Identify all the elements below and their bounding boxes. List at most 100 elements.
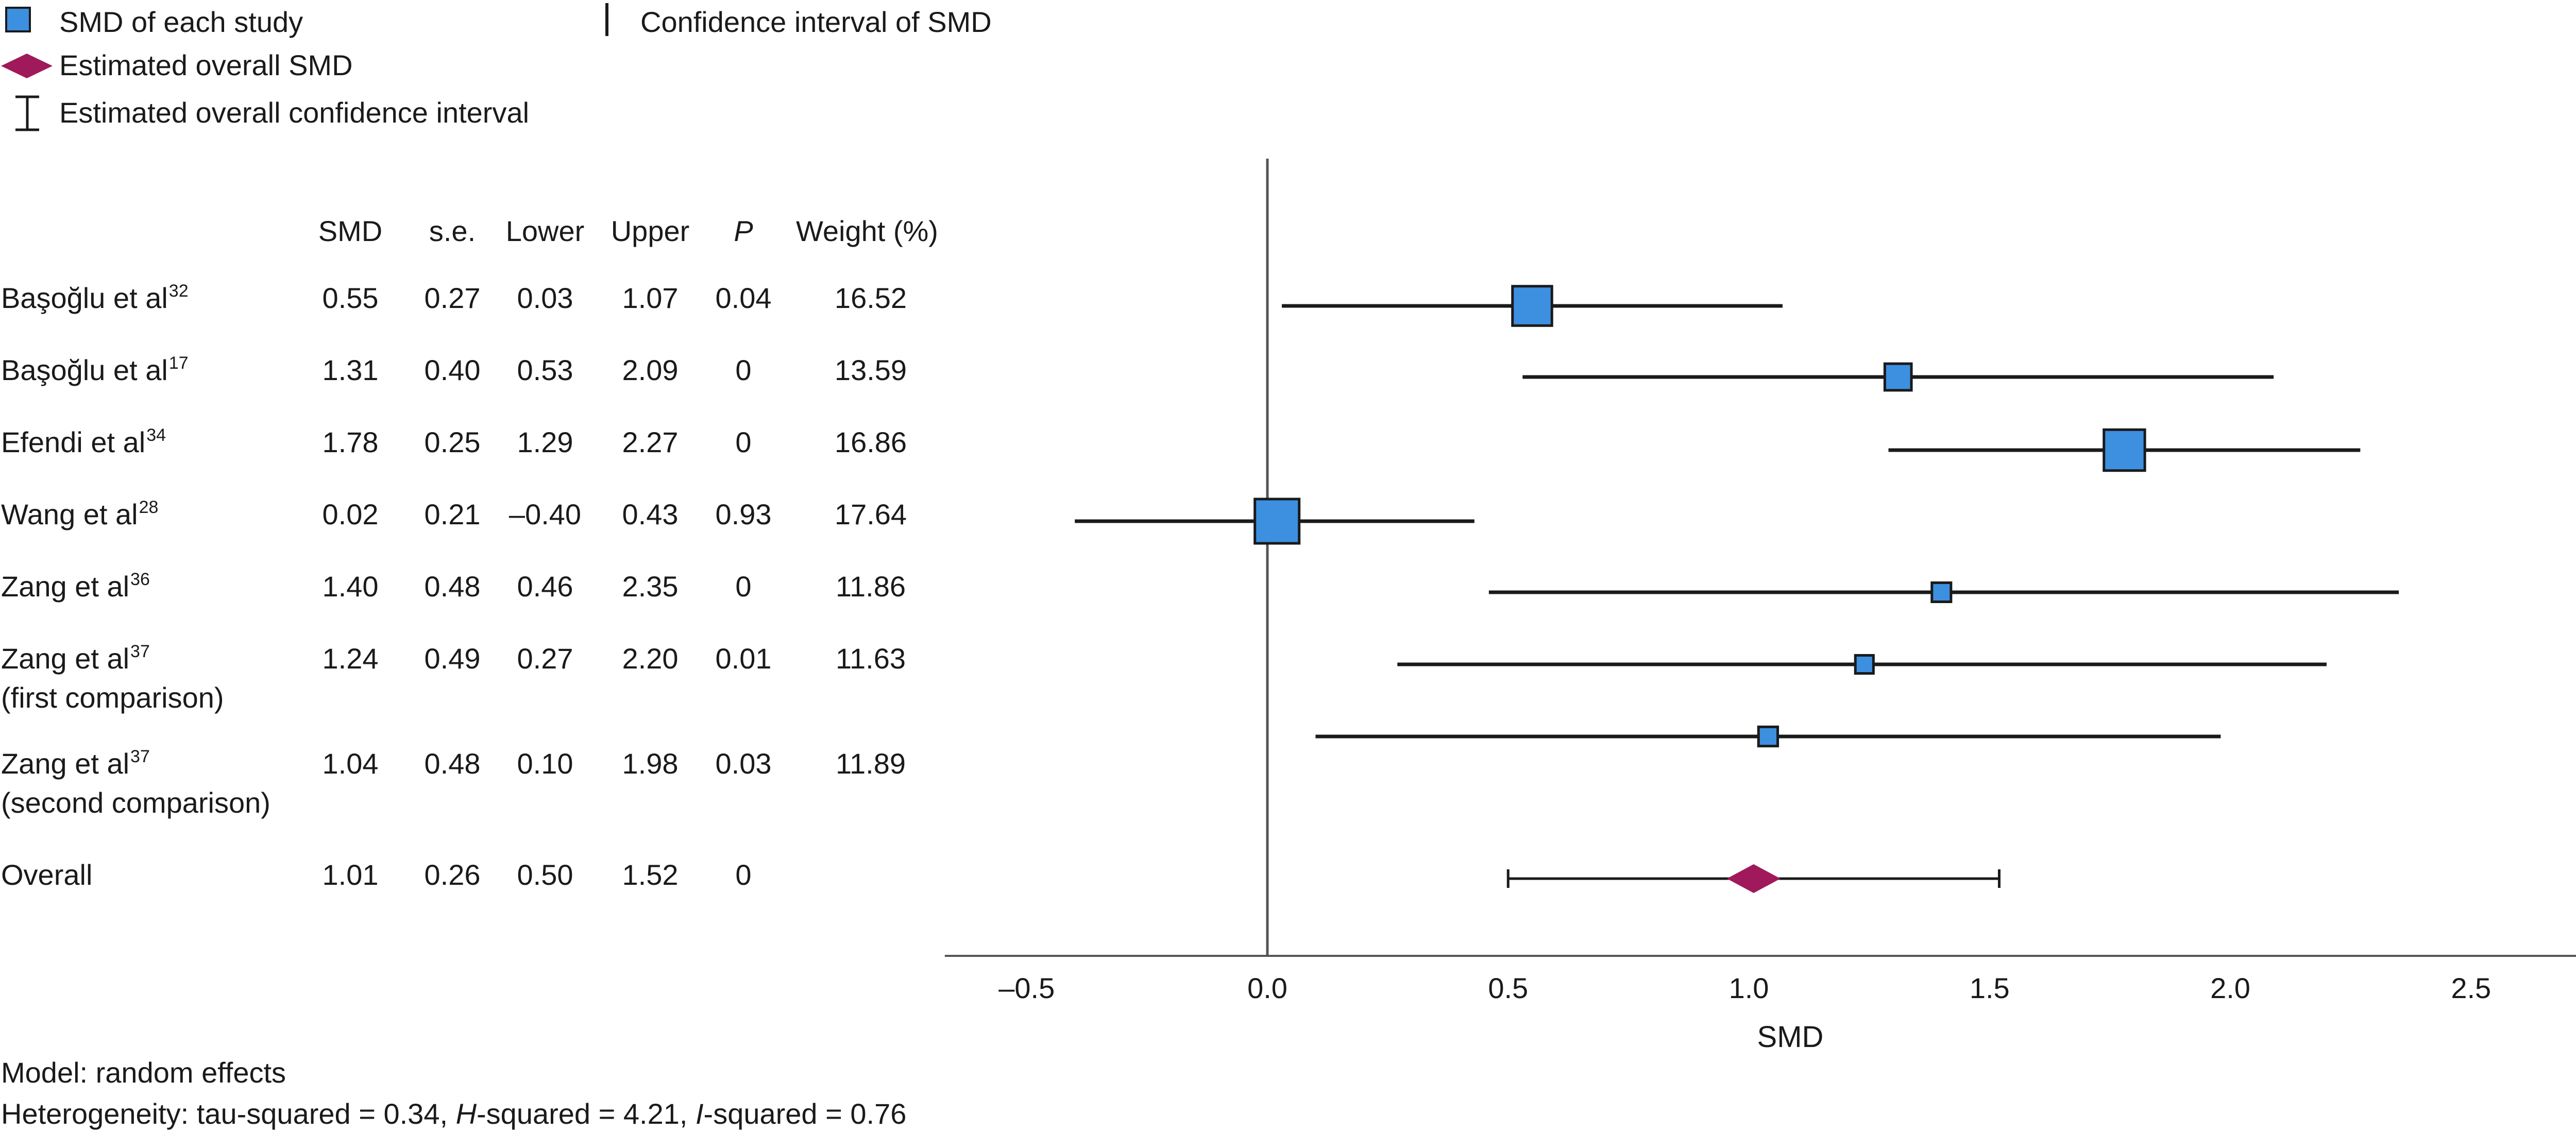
legend-overall-ci-label: Estimated overall confidence interval [59,96,529,129]
cell-lower: 0.03 [517,282,573,314]
overall-row: Overall 1.01 0.26 0.50 1.52 0 [1,859,752,891]
study-ref-sup: 34 [146,425,166,445]
cell-upper: 2.09 [622,354,679,386]
table-row: Zang et al 37 (first comparison) 1.24 0.49 0.… [1,642,906,714]
cell-p: 0.04 [716,282,772,314]
study-ref-sup: 17 [169,353,189,373]
cell-upper: 2.27 [622,426,679,458]
header-weight: Weight (%) [796,215,938,247]
study-mark [1397,654,2327,675]
cell-lower: 0.46 [517,570,573,603]
cell-smd: 1.04 [323,747,379,780]
cell-weight: 11.86 [836,570,906,603]
overall-cell-lower: 0.50 [517,859,573,891]
cell-se: 0.48 [425,570,481,603]
study-name: Efendi et al [1,426,145,458]
legend-ci-label: Confidence interval of SMD [640,6,992,38]
cell-upper: 2.20 [622,642,679,675]
legend-diamond-icon [1,54,53,78]
header-lower: Lower [506,215,585,247]
cell-p: 0 [735,570,751,603]
study-smd-square [1930,581,1953,604]
study-name: Zang et al [1,747,129,780]
cell-se: 0.49 [425,642,481,675]
table-row: Efendi et al 34 1.78 0.25 1.29 2.27 0 16.86 [1,425,907,458]
i-rest: -squared = 0.76 [704,1097,907,1130]
cell-weight: 17.64 [835,498,907,530]
cell-lower: 0.53 [517,354,573,386]
study-name: Zang et al [1,642,129,675]
cell-weight: 16.86 [835,426,907,458]
cell-smd: 1.24 [323,642,379,675]
cell-lower: –0.40 [509,498,581,530]
heterogeneity-note: Heterogeneity: tau-squared = 0.34, H-squ… [1,1097,906,1130]
study-mark [1315,725,2221,748]
cell-upper: 0.43 [622,498,679,530]
legend-square-icon [5,7,31,32]
cell-smd: 1.40 [323,570,379,603]
cell-lower: 1.29 [517,426,573,458]
x-tick-label: 1.0 [1729,972,1769,1004]
x-tick-label: 2.5 [2451,972,2491,1004]
study-ref-sup: 28 [139,498,159,517]
study-smd-square [1854,654,1875,675]
overall-cell-se: 0.26 [425,859,481,891]
table-row: Başoğlu et al 32 0.55 0.27 0.03 1.07 0.04 16.52 [1,281,907,314]
legend-study-smd-label: SMD of each study [59,6,303,38]
cell-weight: 13.59 [835,354,907,386]
study-mark [1522,362,2274,392]
cell-p: 0 [735,354,751,386]
h-rest: -squared = 4.21, [477,1097,696,1130]
cell-se: 0.48 [425,747,481,780]
table-row: Başoğlu et al 17 1.31 0.40 0.53 2.09 0 13.59 [1,353,907,386]
study-smd-square [1253,498,1301,545]
header-p: P [734,215,753,247]
study-mark [1282,285,1783,327]
table-row: Wang et al 28 0.02 0.21 –0.40 0.43 0.93 17.64 [1,498,907,530]
study-smd-square [2103,428,2146,472]
cell-p: 0.03 [716,747,772,780]
cell-se: 0.21 [425,498,481,530]
cell-smd: 1.31 [323,354,379,386]
cell-upper: 1.07 [622,282,679,314]
study-smd-square [1757,725,1780,748]
overall-cell-smd: 1.01 [323,859,379,891]
overall-cell-p: 0 [735,859,751,891]
study-name-line2: (first comparison) [1,681,224,714]
study-smd-square [1883,362,1913,392]
x-tick-label: 2.0 [2210,972,2250,1004]
study-name: Zang et al [1,570,129,603]
cell-p: 0.93 [716,498,772,530]
x-axis: –0.5 0.0 0.5 1.0 1.5 2.0 2.5 [944,159,2576,1004]
overall-smd-diamond [1726,864,1781,893]
h-letter: H [456,1097,477,1130]
study-name-line2: (second comparison) [1,786,270,819]
cell-lower: 0.10 [517,747,573,780]
x-tick-label: 1.5 [1970,972,2010,1004]
study-ref-sup: 36 [130,570,150,589]
cell-upper: 1.98 [622,747,679,780]
header-se: s.e. [429,215,476,247]
table-rows: Başoğlu et al 32 0.55 0.27 0.03 1.07 0.04 16.52… [1,281,907,891]
study-ref-sup: 37 [130,642,150,661]
x-tick-label: –0.5 [998,972,1055,1004]
cell-se: 0.40 [425,354,481,386]
study-name: Başoğlu et al [1,354,168,386]
overall-name: Overall [1,859,92,891]
study-name: Başoğlu et al [1,282,168,314]
legend-overall-ci-icon [15,95,39,131]
header-upper: Upper [611,215,690,247]
i-letter: I [696,1097,704,1130]
x-tick-label: 0.0 [1247,972,1287,1004]
cell-weight: 11.89 [836,747,906,780]
overall-cell-upper: 1.52 [622,859,679,891]
study-ref-sup: 32 [169,281,189,301]
study-mark [1488,581,2399,604]
study-smd-square [1511,285,1553,327]
cell-se: 0.27 [425,282,481,314]
study-mark [1888,428,2361,472]
cell-smd: 0.55 [323,282,379,314]
cell-lower: 0.27 [517,642,573,675]
cell-smd: 1.78 [323,426,379,458]
